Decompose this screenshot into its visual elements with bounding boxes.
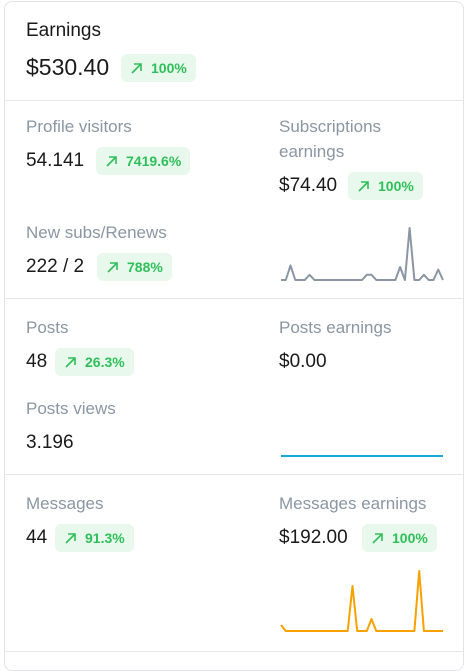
subscriptions-earnings-change-badge: 100% [348,172,423,200]
subscriptions-earnings-label: Subscriptions earnings [279,114,381,164]
messages-value: 44 [26,527,48,548]
arrow-up-right-icon [372,532,383,544]
new-subs-label: New subs/Renews [26,223,167,242]
posts-views-value: 3.196 [26,432,74,453]
messages-label: Messages [26,494,104,513]
posts-label: Posts [26,318,69,337]
divider [5,474,463,475]
posts-change-text: 26.3% [85,354,125,370]
divider [5,298,463,299]
arrow-up-right-icon [358,180,369,192]
messages-change-badge: 91.3% [55,524,134,552]
messages-change-text: 91.3% [85,530,125,546]
arrow-up-right-icon [65,532,76,544]
earnings-title: Earnings [26,20,101,41]
messages-earnings-value: $192.00 [279,527,348,548]
messages-earnings-label: Messages earnings [279,494,427,513]
earnings-card: Earnings $530.40 100% Profile visitors 5… [4,1,464,671]
new-subs-change-badge: 788% [97,253,172,281]
messages-earnings-change-badge: 100% [362,524,437,552]
messages-earnings-change-text: 100% [392,530,428,546]
profile-visitors-change-badge: 7419.6% [96,147,191,175]
new-subs-change-text: 788% [127,259,163,275]
profile-visitors-value: 54.141 [26,150,85,171]
messages-earnings-sparkline-line [280,570,443,632]
arrow-up-right-icon [65,356,76,368]
profile-visitors-change-text: 7419.6% [126,153,182,169]
subscriptions-earnings-label-line2: earnings [279,142,345,161]
messages-earnings-sparkline [280,570,443,632]
arrow-up-right-icon [106,155,117,167]
posts-earnings-value: $0.00 [279,351,327,372]
earnings-change-text: 100% [151,60,187,76]
subscriptions-sparkline [281,227,444,281]
arrow-up-right-icon [131,62,142,74]
divider [5,651,463,652]
posts-value: 48 [26,351,48,372]
posts-views-label: Posts views [26,399,116,418]
subscriptions-earnings-change-text: 100% [378,178,414,194]
subscriptions-sparkline-line [281,227,444,281]
posts-earnings-sparkline [281,455,443,457]
arrow-up-right-icon [107,261,118,273]
earnings-amount: $530.40 [26,54,110,80]
new-subs-value: 222 / 2 [26,256,85,277]
divider [5,100,463,101]
earnings-change-badge: 100% [121,54,196,82]
posts-earnings-label: Posts earnings [279,318,392,337]
subscriptions-earnings-value: $74.40 [279,175,338,196]
posts-change-badge: 26.3% [55,348,134,376]
profile-visitors-label: Profile visitors [26,117,132,136]
subscriptions-earnings-label-line1: Subscriptions [279,117,382,136]
